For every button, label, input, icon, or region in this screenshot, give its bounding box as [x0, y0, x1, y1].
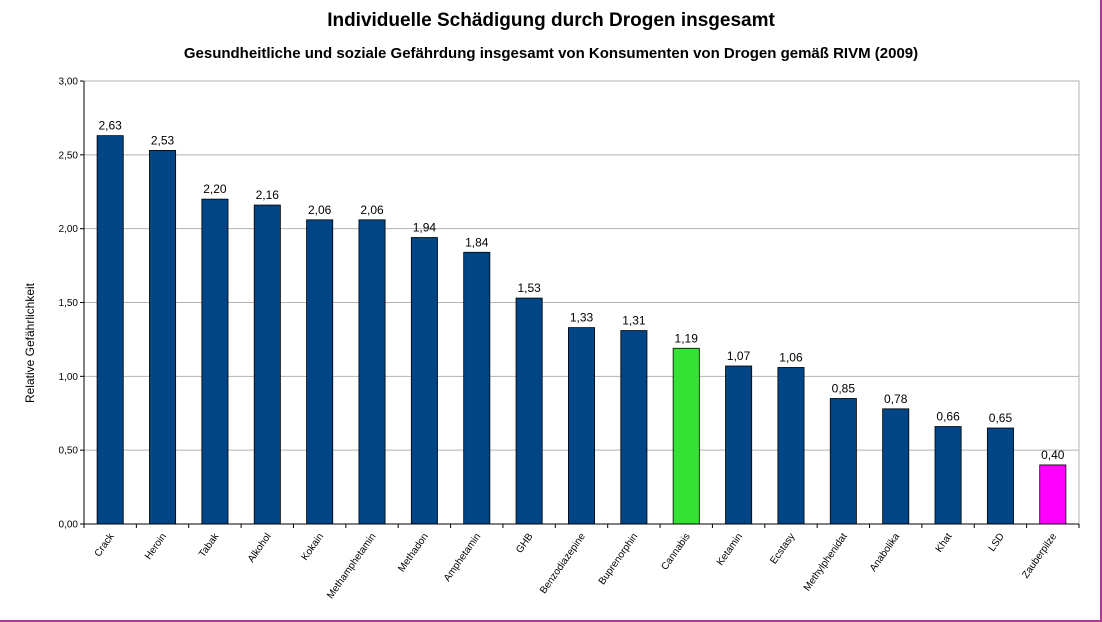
data-label: 1,19 — [675, 331, 699, 345]
bar — [568, 327, 595, 525]
bar — [882, 408, 910, 525]
y-tick-label: 0,00 — [59, 520, 79, 531]
x-tick-label: Amphetamin — [442, 531, 483, 583]
data-label: 1,33 — [570, 311, 594, 325]
data-label: 0,66 — [936, 410, 960, 424]
data-label: 1,94 — [413, 221, 437, 235]
x-tick-label: Benzodiazepine — [538, 531, 588, 596]
x-tick-label: Alkohol — [246, 531, 274, 564]
y-tick-label: 3,00 — [59, 77, 79, 88]
x-tick-label: Heroin — [143, 531, 169, 561]
bar — [96, 135, 124, 525]
x-tick-label: Crack — [93, 531, 118, 560]
bar — [725, 365, 753, 525]
x-tick-label: Buprenorphin — [597, 531, 640, 586]
data-label: 0,85 — [832, 381, 856, 395]
chart-title: Individuelle Schädigung durch Drogen ins… — [327, 10, 775, 31]
x-tick-label: GHB — [514, 531, 536, 555]
x-tick-label: Khat — [934, 531, 955, 554]
y-tick-label: 2,00 — [59, 224, 79, 235]
data-label: 0,40 — [1041, 448, 1065, 462]
bar — [149, 150, 177, 525]
data-label: 2,53 — [151, 133, 175, 147]
x-tick-label: Methadon — [396, 531, 431, 574]
x-tick-label: Kokain — [300, 531, 327, 562]
data-label: 0,78 — [884, 392, 908, 406]
data-label: 2,63 — [99, 119, 123, 133]
x-tick-label: Tabak — [197, 531, 222, 560]
bar — [306, 219, 334, 525]
chart-subtitle: Gesundheitliche und soziale Gefährdung i… — [183, 45, 919, 62]
x-tick-label: Zauberpilze — [1020, 531, 1059, 580]
bar — [201, 198, 229, 525]
bar — [829, 398, 857, 525]
x-tick-label: Methylphenidat — [802, 531, 850, 593]
bar — [986, 427, 1014, 525]
data-label: 2,16 — [256, 188, 280, 202]
bar — [463, 251, 491, 525]
data-label: 1,84 — [465, 235, 489, 249]
y-tick-label: 1,00 — [59, 372, 79, 383]
x-tick-label: Anabolika — [868, 531, 902, 574]
x-tick-label: Methamphetamin — [325, 531, 378, 601]
data-label: 1,07 — [727, 349, 751, 363]
data-label: 2,06 — [308, 203, 332, 217]
bar — [934, 426, 962, 525]
data-label: 1,31 — [622, 314, 646, 328]
data-label: 2,06 — [360, 203, 384, 217]
y-tick-label: 0,50 — [59, 446, 79, 457]
data-label: 1,53 — [517, 281, 541, 295]
x-tick-label: Cannabis — [659, 531, 692, 572]
bar — [253, 204, 281, 525]
bar — [1039, 464, 1067, 525]
x-tick-label: LSD — [987, 531, 1007, 553]
bar — [410, 237, 438, 525]
bar — [777, 367, 805, 525]
bar — [358, 219, 386, 525]
x-tick-label: Ecstasy — [768, 531, 797, 566]
x-tick-label: Ketamin — [715, 531, 745, 567]
bar — [672, 347, 700, 525]
bar — [620, 330, 648, 525]
data-label: 2,20 — [203, 182, 227, 196]
y-tick-label: 2,50 — [59, 150, 79, 161]
y-tick-label: 1,50 — [59, 298, 79, 309]
data-label: 1,06 — [779, 350, 803, 364]
data-label: 0,65 — [989, 411, 1013, 425]
bar — [515, 297, 543, 525]
